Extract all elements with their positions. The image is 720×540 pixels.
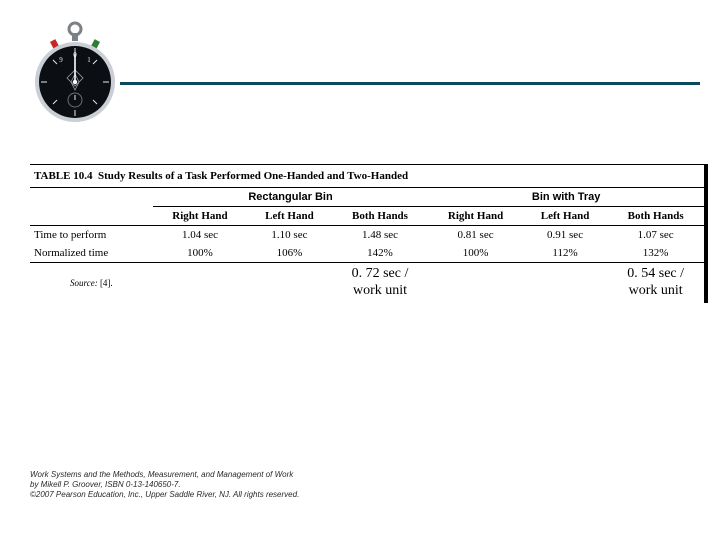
annotation-line: work unit <box>353 283 407 298</box>
annotation-both-hands-rect: 0. 72 sec / work unit <box>332 263 429 303</box>
col-header: Left Hand <box>247 207 331 226</box>
annotation-both-hands-tray: 0. 54 sec / work unit <box>607 263 704 303</box>
svg-text:9: 9 <box>59 56 63 64</box>
footer-citation: Work Systems and the Methods, Measuremen… <box>30 470 299 500</box>
col-header: Both Hands <box>607 207 704 226</box>
table-cell: 1.10 sec <box>247 226 331 245</box>
table-cell: 100% <box>153 244 248 263</box>
table-title-text: Study Results of a Task Performed One-Ha… <box>98 170 408 182</box>
col-header: Right Hand <box>428 207 523 226</box>
footer-line: by Mikell P. Groover, ISBN 0-13-140650-7… <box>30 480 299 490</box>
footer-line: ©2007 Pearson Education, Inc., Upper Sad… <box>30 490 299 500</box>
table-cell: 1.04 sec <box>153 226 248 245</box>
table-cell: 142% <box>332 244 429 263</box>
row-label: Time to perform <box>30 226 153 245</box>
table-cell: 1.07 sec <box>607 226 704 245</box>
stopwatch-icon: 0 9 1 <box>30 20 120 130</box>
group-header-1: Rectangular Bin <box>153 188 429 207</box>
group-header-2: Bin with Tray <box>428 188 704 207</box>
annotation-line: 0. 72 sec / <box>352 266 409 281</box>
table-number: TABLE 10.4 <box>34 170 92 182</box>
table-cell: 132% <box>607 244 704 263</box>
annotation-line: 0. 54 sec / <box>627 266 684 281</box>
header-rule <box>120 82 700 85</box>
row-label: Normalized time <box>30 244 153 263</box>
svg-text:1: 1 <box>87 56 91 64</box>
table-cell: 100% <box>428 244 523 263</box>
table-title: TABLE 10.4 Study Results of a Task Perfo… <box>30 165 704 188</box>
table-cell: 112% <box>523 244 607 263</box>
table-cell: 106% <box>247 244 331 263</box>
table-10-4: TABLE 10.4 Study Results of a Task Perfo… <box>30 164 708 303</box>
col-header: Right Hand <box>153 207 248 226</box>
table-cell: 0.91 sec <box>523 226 607 245</box>
col-header: Both Hands <box>332 207 429 226</box>
source-value: [4]. <box>100 278 113 288</box>
annotation-line: work unit <box>629 283 683 298</box>
source-label: Source: <box>70 278 98 288</box>
table-source: Source: [4]. <box>30 263 153 303</box>
table-cell: 1.48 sec <box>332 226 429 245</box>
table-cell: 0.81 sec <box>428 226 523 245</box>
col-header: Left Hand <box>523 207 607 226</box>
footer-line: Work Systems and the Methods, Measuremen… <box>30 470 299 480</box>
